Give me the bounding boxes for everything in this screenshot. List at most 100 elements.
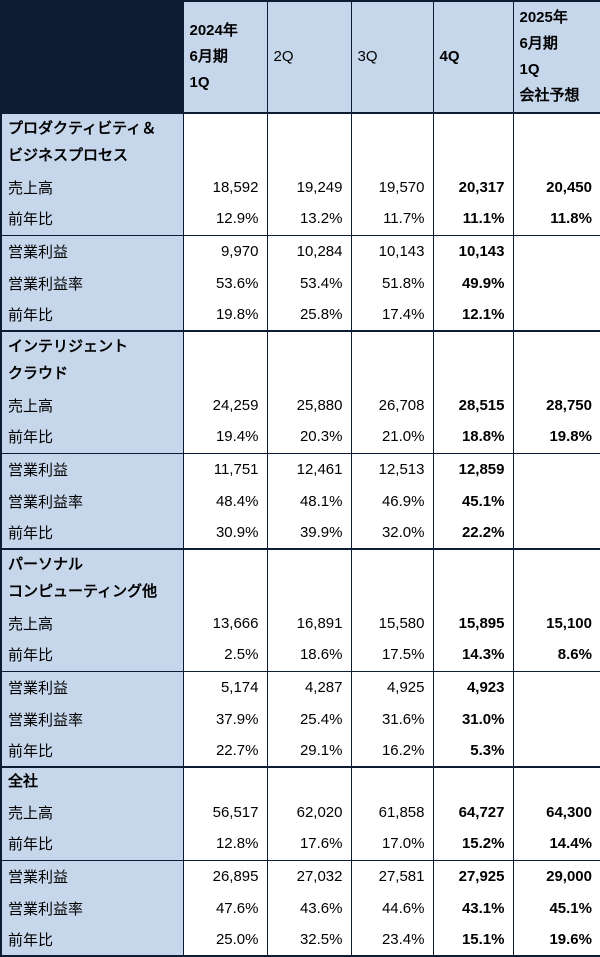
value-cell: 4,287 — [266, 670, 352, 703]
value-cell: 15.1% — [432, 924, 514, 956]
column-header-line: 会社予想 — [519, 87, 580, 105]
row-label-cell: 前年比 — [0, 203, 184, 235]
value-cell: 53.4% — [266, 267, 352, 299]
value-cell: 13,666 — [182, 607, 268, 639]
empty-cell — [432, 112, 514, 171]
column-header: 2025年 6月期 1Q 会社予想 — [512, 1, 600, 114]
value-cell: 17.6% — [266, 828, 352, 860]
value-cell: 20,450 — [512, 171, 600, 203]
value-cell: 11.7% — [350, 203, 434, 235]
empty-cell — [512, 766, 600, 796]
value-cell: 27,581 — [350, 859, 434, 892]
value-cell: 12.1% — [432, 299, 514, 331]
column-header-line: 6月期 — [519, 34, 558, 52]
column-header-line: 6月期 — [189, 47, 228, 65]
empty-cell — [512, 112, 600, 171]
value-cell — [512, 703, 600, 735]
column-header-line: 2025年 — [519, 8, 568, 26]
empty-cell — [266, 548, 352, 607]
value-cell: 20.3% — [266, 421, 352, 453]
empty-cell — [266, 112, 352, 171]
row-label-cell: 売上高 — [0, 607, 184, 639]
value-cell: 39.9% — [266, 517, 352, 549]
data-row: 営業利益 11,751 12,461 12,513 12,859 — [0, 452, 600, 485]
value-cell: 18.8% — [432, 421, 514, 453]
value-cell: 47.6% — [182, 892, 268, 924]
empty-cell — [182, 766, 268, 796]
data-row: 前年比 12.8% 17.6% 17.0% 15.2% 14.4% — [0, 828, 600, 860]
data-row: 営業利益率 48.4% 48.1% 46.9% 45.1% — [0, 485, 600, 517]
section-title-cell: プロダクティビティ＆ ビジネスプロセス — [0, 112, 184, 171]
column-header: 2Q — [266, 1, 352, 114]
value-cell: 44.6% — [350, 892, 434, 924]
value-cell: 48.1% — [266, 485, 352, 517]
section-title-cell: 全社 — [0, 766, 184, 796]
row-label-cell: 前年比 — [0, 517, 184, 549]
data-row: 前年比 22.7% 29.1% 16.2% 5.3% — [0, 735, 600, 767]
row-label-cell: 売上高 — [0, 389, 184, 421]
column-header-line: 1Q — [189, 74, 210, 92]
value-cell: 17.0% — [350, 828, 434, 860]
value-cell: 53.6% — [182, 267, 268, 299]
value-cell: 27,032 — [266, 859, 352, 892]
row-label-cell: 営業利益 — [0, 670, 184, 703]
row-label-cell: 前年比 — [0, 299, 184, 331]
section-title-line: クラウド — [8, 364, 69, 382]
section-title-line: パーソナル — [8, 556, 84, 574]
section-title-cell: インテリジェント クラウド — [0, 330, 184, 389]
data-row: 営業利益 9,970 10,284 10,143 10,143 — [0, 234, 600, 267]
empty-cell — [266, 330, 352, 389]
section-title-row: パーソナル コンピューティング他 — [0, 548, 600, 607]
section-title-line: インテリジェント — [8, 338, 129, 356]
value-cell: 2.5% — [182, 639, 268, 671]
value-cell: 17.4% — [350, 299, 434, 331]
value-cell: 23.4% — [350, 924, 434, 956]
value-cell: 12.9% — [182, 203, 268, 235]
row-label-cell: 営業利益 — [0, 452, 184, 485]
value-cell: 37.9% — [182, 703, 268, 735]
empty-cell — [512, 330, 600, 389]
value-cell: 8.6% — [512, 639, 600, 671]
value-cell: 19.8% — [182, 299, 268, 331]
empty-cell — [182, 548, 268, 607]
value-cell: 25,880 — [266, 389, 352, 421]
value-cell: 25.4% — [266, 703, 352, 735]
empty-cell — [432, 766, 514, 796]
empty-cell — [512, 548, 600, 607]
value-cell: 19.8% — [512, 421, 600, 453]
value-cell: 64,300 — [512, 796, 600, 828]
value-cell: 22.2% — [432, 517, 514, 549]
value-cell: 31.6% — [350, 703, 434, 735]
data-row: 売上高 13,666 16,891 15,580 15,895 15,100 — [0, 607, 600, 639]
value-cell: 25.8% — [266, 299, 352, 331]
value-cell: 43.6% — [266, 892, 352, 924]
row-label-cell: 前年比 — [0, 828, 184, 860]
row-label-cell: 売上高 — [0, 171, 184, 203]
value-cell: 32.5% — [266, 924, 352, 956]
column-header: 2024年 6月期 1Q — [182, 1, 268, 114]
value-cell — [512, 452, 600, 485]
value-cell: 5.3% — [432, 735, 514, 767]
data-row: 前年比 12.9% 13.2% 11.7% 11.1% 11.8% — [0, 203, 600, 235]
column-header-line: 2Q — [273, 47, 294, 65]
empty-cell — [182, 112, 268, 171]
value-cell: 43.1% — [432, 892, 514, 924]
value-cell: 14.3% — [432, 639, 514, 671]
data-row: 売上高 56,517 62,020 61,858 64,727 64,300 — [0, 796, 600, 828]
value-cell: 25.0% — [182, 924, 268, 956]
value-cell — [512, 267, 600, 299]
value-cell: 21.0% — [350, 421, 434, 453]
empty-cell — [350, 330, 434, 389]
value-cell: 32.0% — [350, 517, 434, 549]
column-header-line: 4Q — [439, 47, 460, 65]
value-cell: 5,174 — [182, 670, 268, 703]
value-cell: 19,249 — [266, 171, 352, 203]
value-cell: 12,859 — [432, 452, 514, 485]
value-cell: 24,259 — [182, 389, 268, 421]
empty-cell — [182, 330, 268, 389]
section-title-line: ビジネスプロセス — [8, 146, 129, 164]
section-title-cell: パーソナル コンピューティング他 — [0, 548, 184, 607]
row-label-cell: 前年比 — [0, 735, 184, 767]
corner-cell — [0, 1, 184, 114]
